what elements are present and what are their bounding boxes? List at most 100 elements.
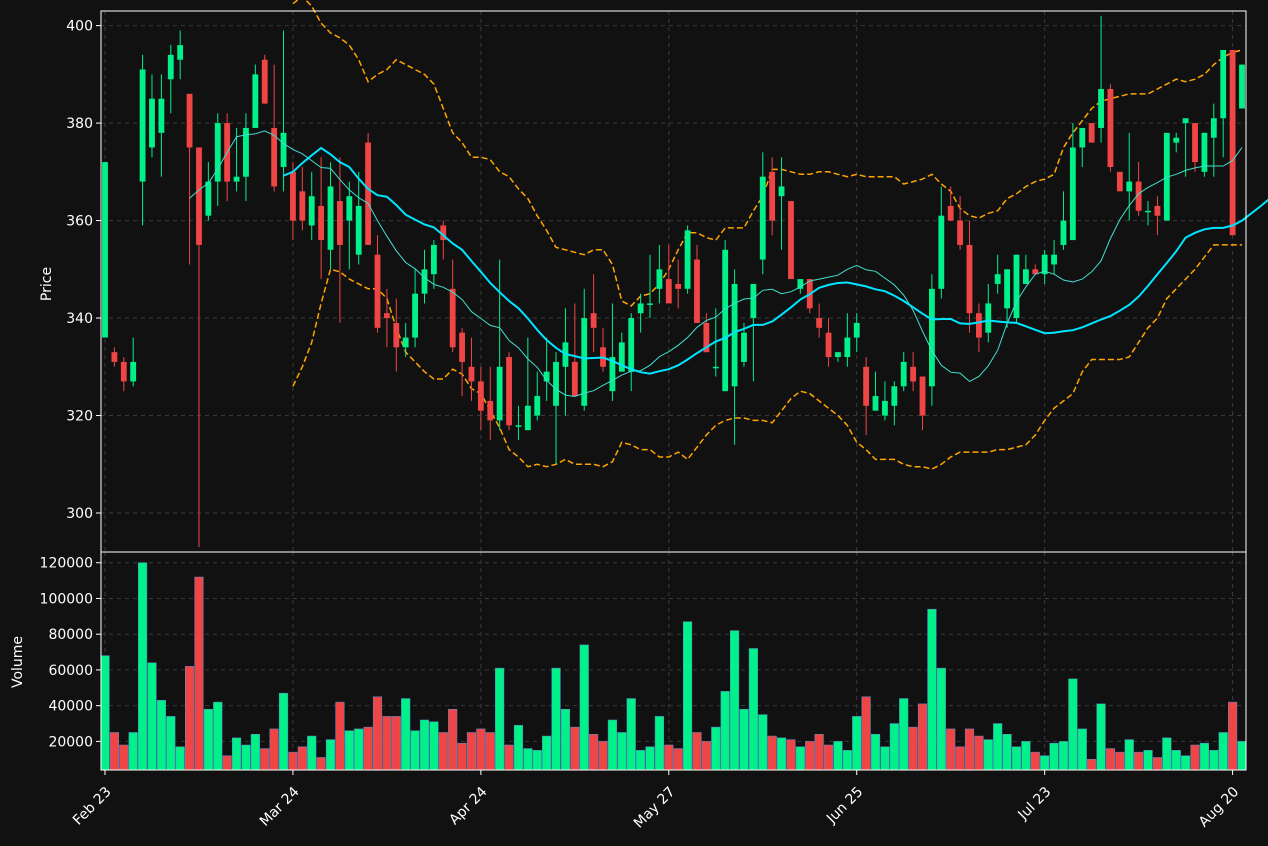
candle-body <box>1145 211 1151 213</box>
candle-body <box>638 303 644 313</box>
price-y-tick-label: 320 <box>66 409 93 425</box>
candle-body <box>525 406 531 430</box>
candle-body <box>365 143 371 245</box>
candle-body <box>1014 255 1020 318</box>
volume-bar <box>185 666 194 770</box>
volume-bar <box>1040 756 1049 770</box>
candle-body <box>1183 118 1189 123</box>
volume-bar <box>552 668 561 770</box>
candle-body <box>948 206 954 221</box>
volume-bar <box>918 704 927 770</box>
volume-bar <box>439 732 448 770</box>
volume-bar <box>345 731 354 770</box>
candle-body <box>863 367 869 406</box>
candle-body <box>487 401 493 420</box>
volume-bar <box>505 745 514 770</box>
volume-bar <box>1069 679 1078 770</box>
volume-bar <box>542 736 551 770</box>
volume-bar <box>166 716 175 770</box>
lower-band-line <box>293 245 1242 469</box>
volume-bar <box>110 732 119 770</box>
x-tick-label: Jun 25 <box>823 784 866 827</box>
volume-bar <box>148 663 157 770</box>
volume-bar <box>599 741 608 770</box>
candle-body <box>910 367 916 382</box>
candle-body <box>1126 182 1132 192</box>
candle-body <box>816 318 822 328</box>
volume-bar <box>674 749 683 770</box>
volume-bar <box>279 693 288 770</box>
volume-bar <box>392 716 401 770</box>
volume-bar <box>1191 745 1200 770</box>
candle-body <box>675 284 681 289</box>
volume-bar <box>354 729 363 770</box>
candle-body <box>168 55 174 79</box>
candle-body <box>375 255 381 328</box>
volume-bar <box>430 722 439 770</box>
volume-bar <box>1003 734 1012 770</box>
volume-axis-label: Volume <box>10 636 26 688</box>
candle-body <box>901 362 907 386</box>
volume-bar <box>984 740 993 770</box>
volume-bar <box>834 741 843 770</box>
volume-bar <box>758 715 767 770</box>
candle-body <box>685 230 691 288</box>
candle-body <box>234 177 240 182</box>
candle-body <box>346 196 352 220</box>
candle-body <box>938 216 944 289</box>
volume-bar <box>514 725 523 770</box>
candle-body <box>1051 255 1057 265</box>
volume-bar <box>157 700 166 770</box>
volume-bar <box>176 747 185 770</box>
volume-bar <box>815 734 824 770</box>
candle-body <box>713 367 719 369</box>
volume-bar <box>1031 752 1040 770</box>
candle-body <box>384 313 390 318</box>
candle-body <box>403 338 409 348</box>
volume-bar <box>711 727 720 770</box>
price-y-tick-label: 340 <box>66 311 93 327</box>
candle-body <box>478 381 484 410</box>
volume-bar <box>617 732 626 770</box>
volume-bar <box>289 752 298 770</box>
candle-body <box>826 333 832 357</box>
volume-bar <box>683 622 692 770</box>
price-y-tick-label: 380 <box>66 116 93 132</box>
candle-body <box>619 342 625 371</box>
volume-bar <box>805 741 814 770</box>
candle-body <box>1220 50 1226 118</box>
volume-bar <box>824 745 833 770</box>
candle-body <box>1211 118 1217 137</box>
volume-y-tick-label: 80000 <box>48 627 93 643</box>
candle-body <box>647 303 653 305</box>
candle-body <box>957 221 963 245</box>
volume-y-tick-label: 100000 <box>40 591 93 607</box>
candle-body <box>130 362 136 381</box>
candle-body <box>534 396 540 415</box>
volume-bar <box>993 724 1002 770</box>
candle-body <box>995 274 1001 284</box>
volume-bar <box>1209 750 1218 770</box>
volume-bar <box>571 727 580 770</box>
candle-body <box>835 352 841 357</box>
volume-bar <box>495 668 504 770</box>
candle-body <box>1117 172 1123 191</box>
volume-bar <box>664 745 673 770</box>
candle-body <box>102 162 108 337</box>
volume-bar <box>561 709 570 770</box>
volume-bar <box>1125 740 1134 770</box>
volume-bar <box>458 743 467 770</box>
volume-bar <box>232 738 241 770</box>
volume-bar <box>1200 743 1209 770</box>
candle-body <box>666 279 672 303</box>
candle-body <box>769 172 775 221</box>
candle-body <box>985 303 991 332</box>
candle-body <box>873 396 879 411</box>
candle-body <box>422 269 428 293</box>
volume-y-tick-label: 60000 <box>48 663 93 679</box>
candle-body <box>281 133 287 167</box>
candle-body <box>1239 65 1245 109</box>
volume-bar <box>1050 743 1059 770</box>
volume-bar <box>843 750 852 770</box>
volume-bar <box>871 734 880 770</box>
